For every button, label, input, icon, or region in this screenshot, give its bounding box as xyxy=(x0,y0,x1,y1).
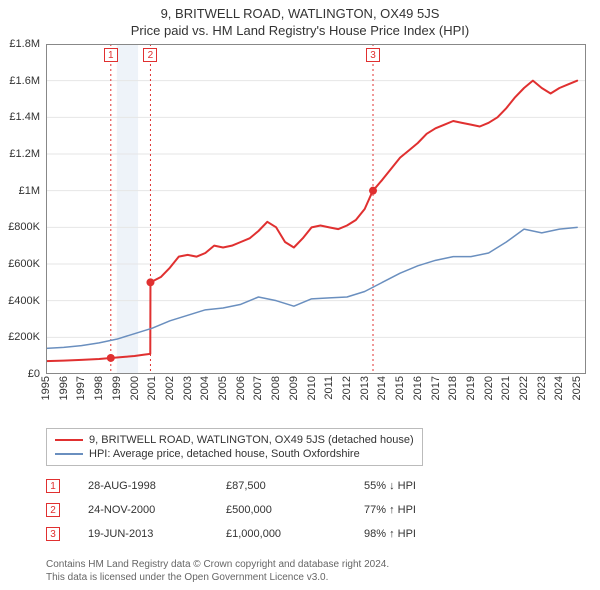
event-marker-box: 1 xyxy=(104,48,118,62)
event-pct: 98% ↑ HPI xyxy=(364,528,484,540)
x-tick-label: 2000 xyxy=(129,376,141,400)
event-marker-box: 3 xyxy=(366,48,380,62)
events-table: 1 28-AUG-1998 £87,500 55% ↓ HPI 2 24-NOV-2000… xyxy=(46,474,586,546)
x-tick-label: 2017 xyxy=(430,376,442,400)
x-tick-label: 2004 xyxy=(199,376,211,400)
y-tick-label: £200K xyxy=(8,331,40,343)
event-number: 1 xyxy=(46,479,60,493)
legend-row: HPI: Average price, detached house, Sout… xyxy=(55,447,414,461)
y-axis-labels: £0£200K£400K£600K£800K£1M£1.2M£1.4M£1.6M… xyxy=(0,44,44,374)
footer: Contains HM Land Registry data © Crown c… xyxy=(46,558,389,584)
x-tick-label: 2013 xyxy=(359,376,371,400)
x-tick-label: 2008 xyxy=(270,376,282,400)
x-tick-label: 2005 xyxy=(217,376,229,400)
x-tick-label: 2007 xyxy=(252,376,264,400)
y-tick-label: £600K xyxy=(8,258,40,270)
x-tick-label: 1996 xyxy=(58,376,70,400)
chart-title: 9, BRITWELL ROAD, WATLINGTON, OX49 5JS xyxy=(0,0,600,21)
event-number: 2 xyxy=(46,503,60,517)
x-tick-label: 2016 xyxy=(412,376,424,400)
event-pct: 77% ↑ HPI xyxy=(364,504,484,516)
event-row: 2 24-NOV-2000 £500,000 77% ↑ HPI xyxy=(46,498,586,522)
event-row: 3 19-JUN-2013 £1,000,000 98% ↑ HPI xyxy=(46,522,586,546)
x-tick-label: 2024 xyxy=(553,376,565,400)
footer-line-1: Contains HM Land Registry data © Crown c… xyxy=(46,558,389,571)
x-tick-label: 2015 xyxy=(394,376,406,400)
legend-row: 9, BRITWELL ROAD, WATLINGTON, OX49 5JS (… xyxy=(55,433,414,447)
legend-swatch xyxy=(55,439,83,441)
legend-label: 9, BRITWELL ROAD, WATLINGTON, OX49 5JS (… xyxy=(89,434,414,446)
x-tick-label: 2025 xyxy=(571,376,583,400)
x-tick-label: 1998 xyxy=(93,376,105,400)
x-tick-label: 2010 xyxy=(306,376,318,400)
x-tick-label: 2002 xyxy=(164,376,176,400)
x-tick-label: 2012 xyxy=(341,376,353,400)
plot-area: 1 2 3 xyxy=(46,44,586,374)
x-tick-label: 2003 xyxy=(182,376,194,400)
y-tick-label: £0 xyxy=(28,368,40,380)
x-tick-label: 2014 xyxy=(376,376,388,400)
y-tick-label: £1.2M xyxy=(9,148,40,160)
chart-subtitle: Price paid vs. HM Land Registry's House … xyxy=(0,21,600,42)
event-marker-box: 2 xyxy=(143,48,157,62)
event-date: 28-AUG-1998 xyxy=(88,480,198,492)
x-tick-label: 2009 xyxy=(288,376,300,400)
x-tick-label: 1999 xyxy=(111,376,123,400)
y-tick-label: £1M xyxy=(19,185,40,197)
x-tick-label: 1995 xyxy=(40,376,52,400)
x-tick-label: 2019 xyxy=(465,376,477,400)
y-tick-label: £1.4M xyxy=(9,111,40,123)
x-axis-labels: 1995199619971998199920002001200220032004… xyxy=(46,376,586,426)
event-date: 24-NOV-2000 xyxy=(88,504,198,516)
legend: 9, BRITWELL ROAD, WATLINGTON, OX49 5JS (… xyxy=(46,428,423,466)
x-tick-label: 2021 xyxy=(500,376,512,400)
x-tick-label: 1997 xyxy=(75,376,87,400)
event-price: £500,000 xyxy=(226,504,336,516)
event-price: £1,000,000 xyxy=(226,528,336,540)
footer-line-2: This data is licensed under the Open Gov… xyxy=(46,571,389,584)
event-number: 3 xyxy=(46,527,60,541)
event-date: 19-JUN-2013 xyxy=(88,528,198,540)
y-tick-label: £400K xyxy=(8,295,40,307)
y-tick-label: £1.8M xyxy=(9,38,40,50)
x-tick-label: 2018 xyxy=(447,376,459,400)
x-tick-label: 2001 xyxy=(146,376,158,400)
event-row: 1 28-AUG-1998 £87,500 55% ↓ HPI xyxy=(46,474,586,498)
x-tick-label: 2022 xyxy=(518,376,530,400)
event-price: £87,500 xyxy=(226,480,336,492)
x-tick-label: 2011 xyxy=(323,376,335,400)
x-tick-label: 2023 xyxy=(536,376,548,400)
legend-label: HPI: Average price, detached house, Sout… xyxy=(89,448,360,460)
x-tick-label: 2006 xyxy=(235,376,247,400)
y-tick-label: £1.6M xyxy=(9,75,40,87)
legend-swatch xyxy=(55,453,83,455)
event-pct: 55% ↓ HPI xyxy=(364,480,484,492)
x-tick-label: 2020 xyxy=(483,376,495,400)
y-tick-label: £800K xyxy=(8,221,40,233)
chart-svg xyxy=(46,44,586,374)
